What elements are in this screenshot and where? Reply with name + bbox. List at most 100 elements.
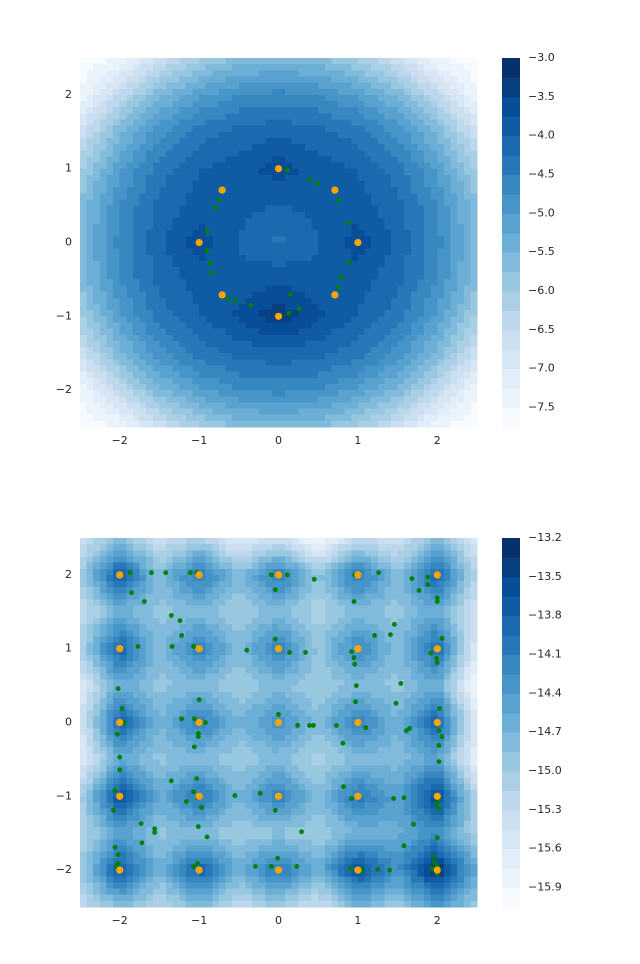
- contour-cell: [212, 193, 220, 201]
- contour-cell: [152, 82, 160, 90]
- contour-cell: [424, 144, 432, 151]
- contour-cell: [205, 181, 213, 188]
- contour-cell: [324, 679, 333, 687]
- contour-cell: [304, 193, 313, 201]
- contour-cell: [457, 125, 465, 133]
- contour-cell: [139, 230, 147, 237]
- contour-cell: [106, 377, 114, 385]
- contour-cell: [324, 279, 333, 287]
- contour-cell: [397, 624, 405, 631]
- contour-cell: [364, 617, 372, 625]
- contour-cell: [344, 125, 352, 133]
- contour-cell: [430, 88, 438, 96]
- contour-cell: [450, 556, 458, 564]
- contour-cell: [166, 642, 174, 650]
- contour-cell: [199, 648, 207, 656]
- contour-cell: [106, 174, 114, 182]
- contour-cell: [291, 562, 299, 570]
- contour-cell: [146, 661, 154, 668]
- contour-cell: [424, 107, 432, 114]
- contour-cell: [159, 402, 167, 410]
- contour-cell: [159, 581, 167, 588]
- contour-cell: [271, 211, 280, 219]
- contour-cell: [470, 408, 478, 416]
- contour-cell: [318, 550, 326, 558]
- contour-cell: [397, 642, 405, 650]
- contour-cell: [179, 260, 187, 268]
- contour-cell: [265, 574, 273, 582]
- contour-cell: [212, 94, 220, 102]
- contour-cell: [397, 334, 405, 342]
- contour-cell: [258, 162, 266, 170]
- contour-cell: [271, 267, 280, 274]
- contour-cell: [357, 101, 366, 108]
- contour-cell: [437, 383, 445, 391]
- contour-cell: [351, 187, 359, 194]
- contour-cell: [324, 82, 333, 90]
- contour-cell: [106, 125, 114, 133]
- contour-cell: [404, 402, 412, 410]
- contour-cell: [304, 94, 313, 102]
- contour-cell: [192, 156, 200, 164]
- contour-cell: [324, 119, 333, 127]
- contour-cell: [119, 82, 127, 90]
- contour-cell: [304, 199, 313, 207]
- contour-cell: [324, 568, 333, 576]
- contour-cell: [80, 377, 88, 385]
- contour-cell: [245, 636, 253, 644]
- contour-cell: [271, 224, 280, 231]
- contour-cell: [324, 94, 333, 102]
- contour-cell: [132, 131, 141, 139]
- contour-cell: [192, 187, 200, 194]
- contour-cell: [172, 328, 180, 336]
- contour-cell: [172, 144, 180, 151]
- contour-cell: [106, 630, 114, 637]
- contour-cell: [338, 371, 346, 379]
- contour-cell: [470, 624, 478, 631]
- contour-cell: [430, 113, 438, 121]
- contour-cell: [119, 144, 127, 151]
- contour-cell: [86, 297, 94, 305]
- contour-cell: [291, 599, 299, 607]
- contour-cell: [99, 304, 108, 311]
- contour-cell: [397, 353, 405, 360]
- contour-cell: [417, 94, 425, 102]
- contour-cell: [238, 187, 247, 194]
- contour-cell: [218, 679, 227, 687]
- contour-cell: [146, 144, 154, 151]
- contour-cell: [159, 624, 167, 631]
- contour-cell: [318, 144, 326, 151]
- contour-cell: [331, 538, 339, 545]
- contour-cell: [338, 267, 346, 274]
- contour-cell: [318, 605, 326, 613]
- contour-cell: [404, 76, 412, 84]
- contour-cell: [192, 205, 200, 213]
- contour-cell: [351, 550, 359, 558]
- contour-cell: [384, 119, 392, 127]
- contour-cell: [457, 156, 465, 164]
- contour-cell: [470, 137, 478, 145]
- contour-cell: [172, 673, 180, 681]
- contour-cell: [404, 230, 412, 237]
- contour-cell: [185, 359, 194, 367]
- contour-cell: [232, 76, 240, 84]
- contour-cell: [384, 113, 392, 121]
- contour-cell: [80, 260, 88, 268]
- contour-cell: [166, 587, 174, 594]
- contour-cell: [397, 304, 405, 311]
- contour-cell: [463, 248, 471, 256]
- contour-cell: [199, 137, 207, 145]
- contour-cell: [146, 365, 154, 373]
- contour-cell: [390, 581, 399, 588]
- contour-cell: [298, 556, 306, 564]
- contour-cell: [344, 334, 352, 342]
- contour-cell: [126, 390, 134, 397]
- contour-cell: [139, 137, 147, 145]
- contour-cell: [318, 581, 326, 588]
- contour-cell: [113, 654, 121, 662]
- contour-cell: [304, 285, 313, 293]
- contour-cell: [450, 642, 458, 650]
- contour-cell: [318, 673, 326, 681]
- contour-cell: [106, 94, 114, 102]
- contour-cell: [172, 254, 180, 262]
